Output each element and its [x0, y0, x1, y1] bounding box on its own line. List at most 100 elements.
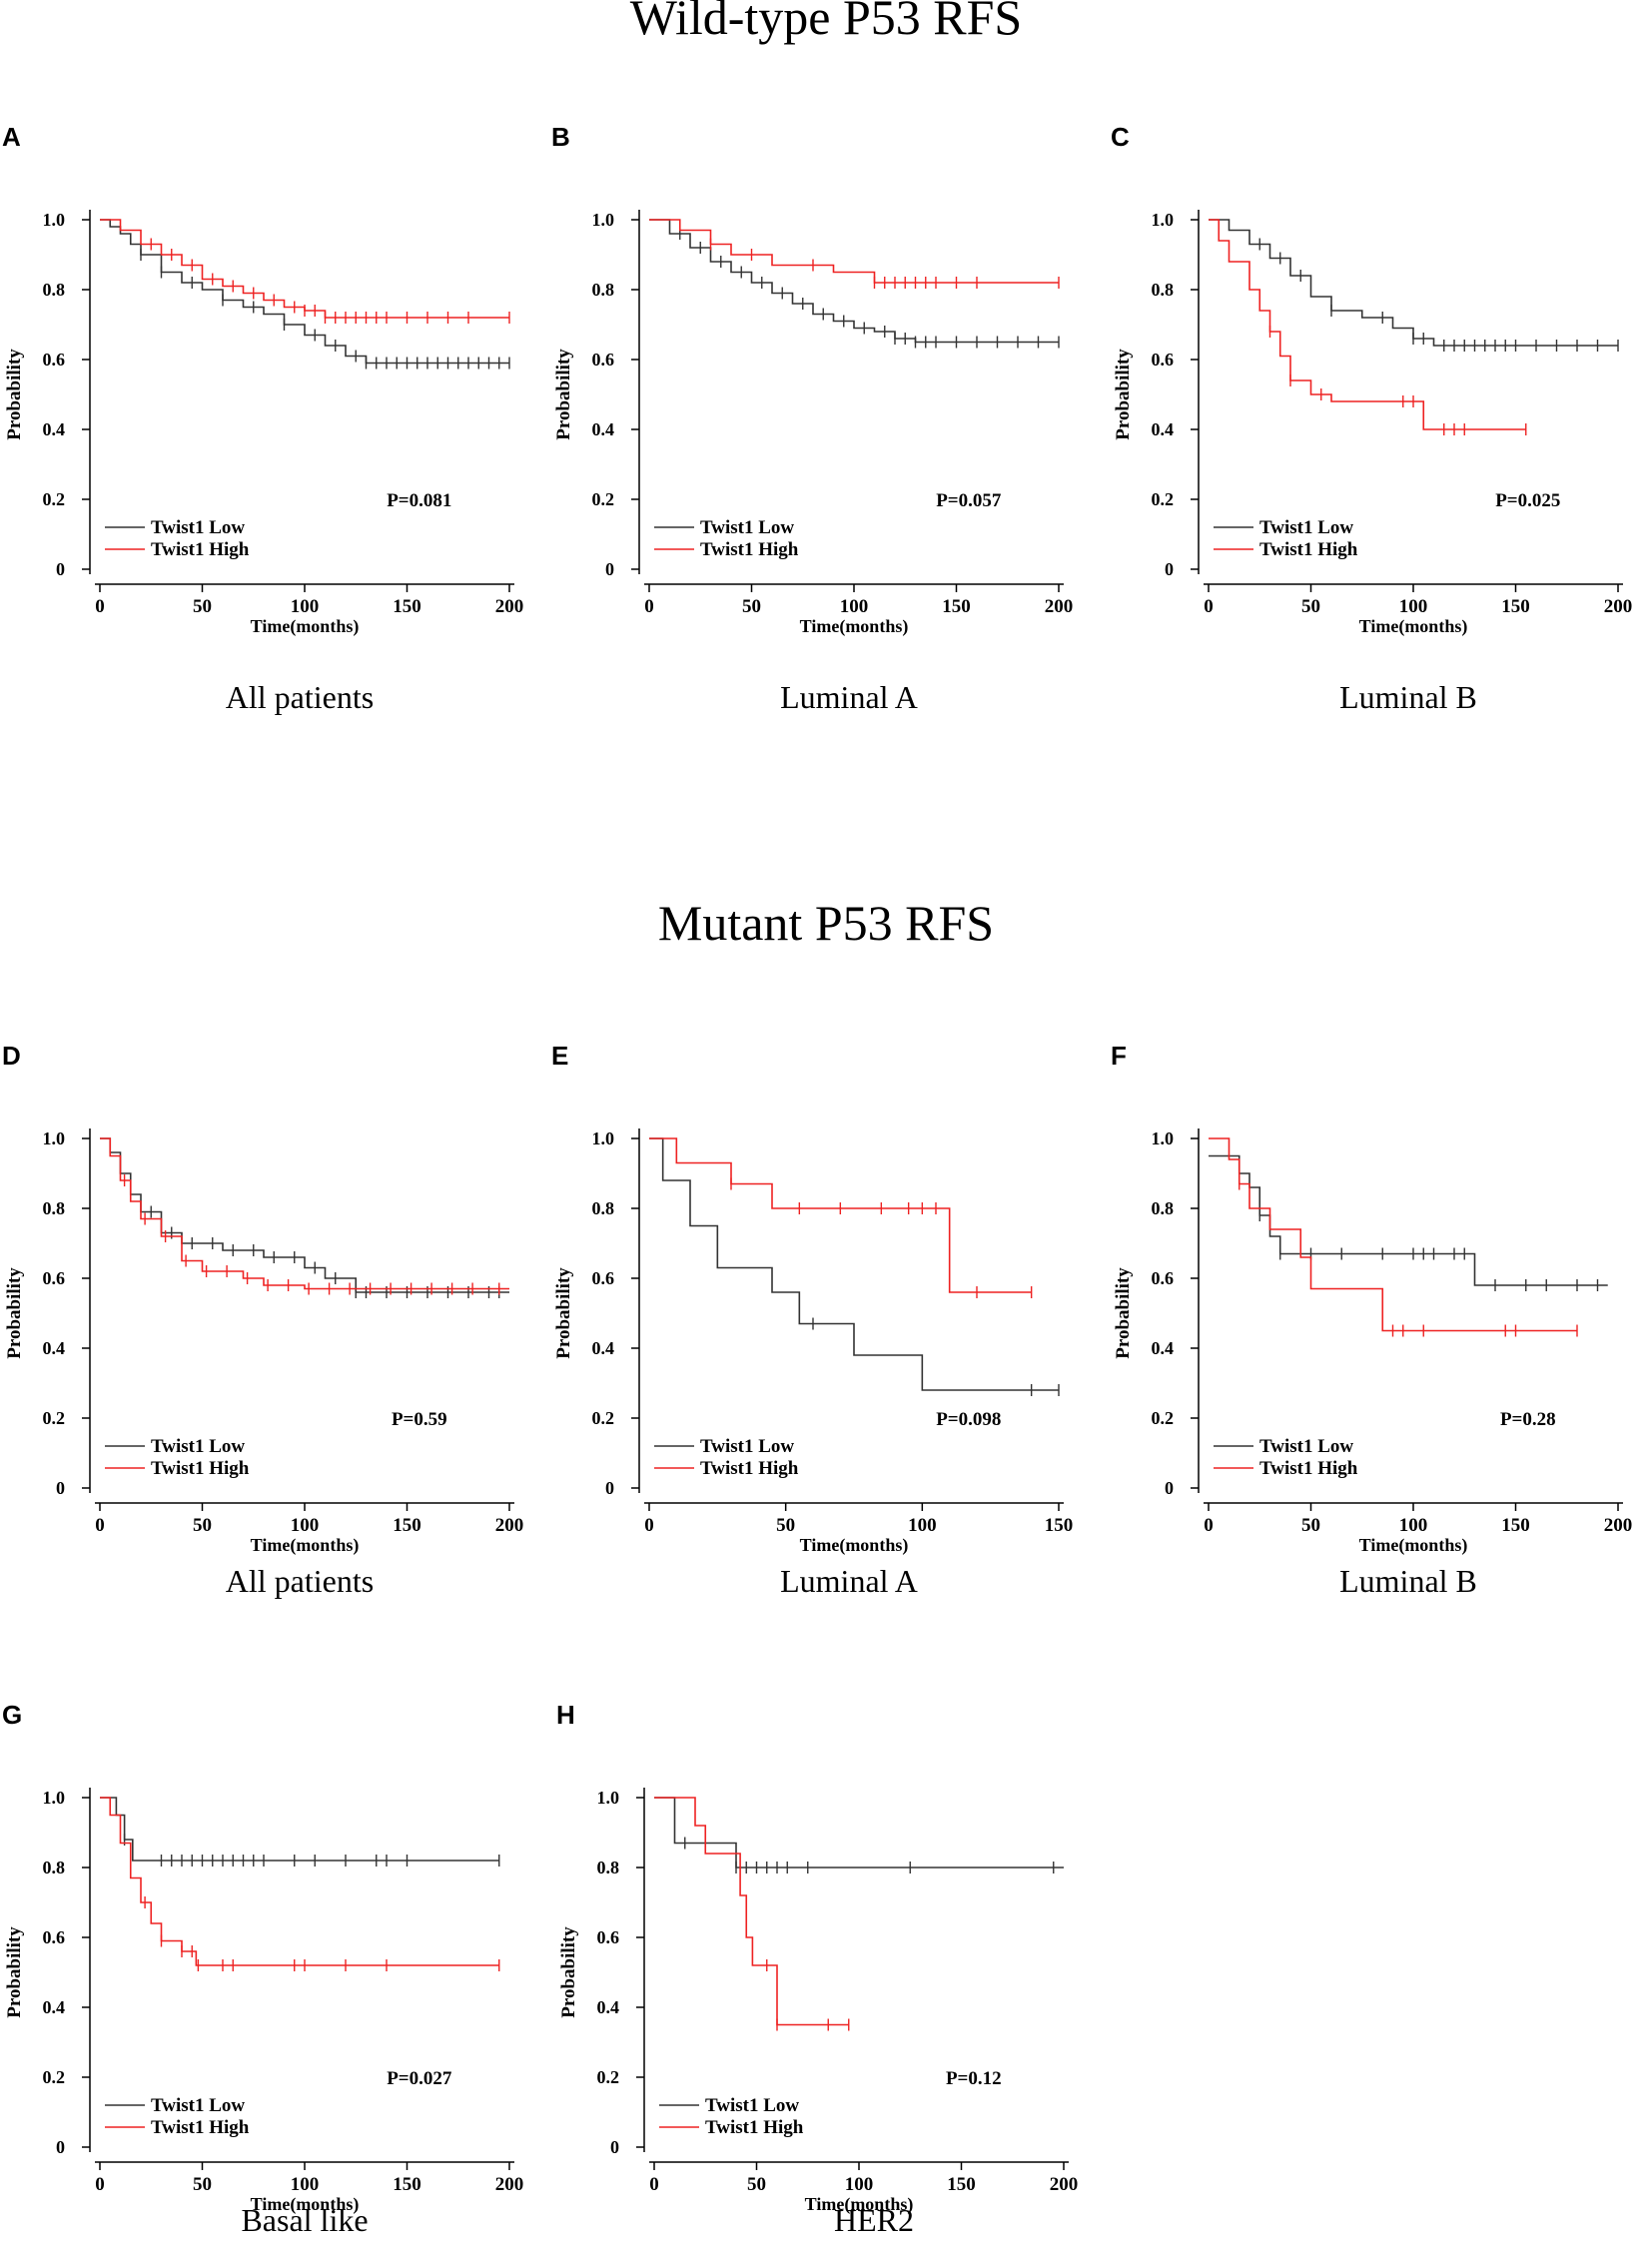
y-axis-label: Probability: [4, 349, 25, 440]
x-tick-label: 150: [393, 2174, 421, 2195]
x-axis-label: Time(months): [1359, 616, 1468, 637]
x-tick-label: 0: [95, 2174, 105, 2195]
y-tick-label: 0.2: [43, 489, 66, 509]
y-tick-label: 0: [56, 2137, 65, 2157]
x-tick-label: 50: [193, 1515, 212, 1536]
y-tick-label: 0.4: [592, 419, 615, 439]
legend-label: Twist1 High: [151, 1458, 250, 1479]
panel-caption: Basal like: [241, 2202, 369, 2238]
panel-caption: All patients: [225, 1563, 375, 1599]
x-tick-label: 150: [1501, 1515, 1530, 1536]
x-tick-label: 200: [495, 596, 524, 617]
low-series-line: [649, 1137, 1059, 1391]
p-value-label: P=0.12: [946, 2068, 1002, 2089]
x-tick-label: 0: [95, 1515, 105, 1536]
x-tick-label: 150: [947, 2174, 976, 2195]
km-panel-d: D 0 50 100 150 200 0 0.2 0.4 0.6 0.8 1.0 Time(months…: [0, 1029, 539, 1588]
panel-caption: HER2: [834, 2202, 914, 2238]
legend-label: Twist1 High: [705, 2117, 804, 2138]
km-chart-svg: 0 50 100 150 0 0.2 0.4 0.6 0.8 1.0 Time(months) Pro…: [553, 1128, 1073, 1556]
legend-label: Twist1 High: [151, 539, 250, 560]
y-axis-label: Probability: [1113, 1267, 1134, 1359]
panel-letter: C: [1111, 122, 1130, 152]
high-series-line: [100, 1137, 509, 1290]
x-tick-label: 0: [644, 1515, 654, 1536]
y-tick-label: 0.6: [1152, 350, 1175, 370]
high-series-line: [100, 1797, 499, 1966]
low-series-line: [100, 1137, 509, 1293]
y-axis-label: Probability: [1113, 349, 1134, 440]
y-tick-label: 0.8: [43, 1858, 66, 1877]
p-value-label: P=0.28: [1500, 1409, 1556, 1430]
y-tick-label: 0.6: [597, 1927, 620, 1947]
y-axis-label: Probability: [4, 1267, 25, 1359]
high-series-line: [649, 1137, 1032, 1293]
x-tick-label: 50: [742, 596, 761, 617]
x-tick-label: 0: [1204, 1515, 1214, 1536]
panel-letter: G: [2, 1700, 23, 1730]
legend-label: Twist1 Low: [151, 517, 245, 538]
x-tick-label: 50: [747, 2174, 766, 2195]
y-tick-label: 1.0: [43, 210, 66, 230]
y-tick-label: 1.0: [43, 1128, 66, 1148]
x-tick-label: 50: [1301, 1515, 1320, 1536]
p-value-label: P=0.025: [1495, 490, 1560, 511]
y-tick-label: 0: [56, 559, 65, 579]
y-tick-label: 1.0: [43, 1788, 66, 1808]
y-tick-label: 1.0: [592, 1128, 615, 1148]
km-chart-svg: 0 50 100 150 200 0 0.2 0.4 0.6 0.8 1.0 Time(months)…: [1113, 210, 1632, 637]
x-tick-label: 150: [1501, 596, 1530, 617]
p-value-label: P=0.027: [387, 2068, 452, 2089]
panel-letter: B: [551, 122, 570, 152]
x-tick-label: 50: [776, 1515, 795, 1536]
x-tick-label: 100: [291, 2174, 320, 2195]
legend-label: Twist1 High: [700, 1458, 799, 1479]
x-axis-label: Time(months): [805, 2194, 914, 2215]
y-tick-label: 0.4: [43, 419, 66, 439]
y-axis-label: Probability: [553, 349, 574, 440]
y-tick-label: 0.6: [592, 1268, 615, 1288]
km-chart-svg: 0 50 100 150 200 0 0.2 0.4 0.6 0.8 1.0 Time(months)…: [1113, 1128, 1633, 1556]
y-tick-label: 0.4: [1152, 1338, 1175, 1358]
x-tick-label: 150: [942, 596, 971, 617]
km-panel-e: E 0 50 100 150 0 0.2 0.4 0.6 0.8 1.0 Time(months) Pr…: [549, 1029, 1089, 1588]
km-panel-h: H 0 50 100 150 200 0 0.2 0.4 0.6 0.8 1.0 Time(months…: [554, 1688, 1134, 2227]
y-tick-label: 0.8: [43, 1198, 66, 1218]
x-tick-label: 50: [193, 2174, 212, 2195]
y-tick-label: 0: [605, 559, 614, 579]
y-tick-label: 0.2: [1152, 1408, 1175, 1428]
panel-caption: All patients: [225, 679, 375, 715]
panel-caption: Luminal A: [780, 1563, 918, 1599]
legend-label: Twist1 High: [700, 539, 799, 560]
panel-letter: E: [551, 1041, 569, 1071]
y-tick-label: 0.8: [597, 1858, 620, 1877]
x-axis-label: Time(months): [251, 616, 360, 637]
high-series-line: [649, 219, 1059, 284]
x-tick-label: 0: [644, 596, 654, 617]
x-tick-label: 200: [1604, 1515, 1633, 1536]
x-tick-label: 0: [95, 596, 105, 617]
low-series-line: [100, 219, 509, 365]
panel-caption: Luminal A: [780, 679, 918, 715]
legend-label: Twist1 High: [1259, 1458, 1358, 1479]
high-series-line: [1209, 1137, 1577, 1332]
low-series-line: [654, 1797, 1064, 1869]
x-tick-label: 50: [193, 596, 212, 617]
y-tick-label: 0.4: [1152, 419, 1175, 439]
y-axis-label: Probability: [4, 1926, 25, 2018]
y-tick-label: 0.2: [1152, 489, 1175, 509]
km-chart-svg: 0 50 100 150 200 0 0.2 0.4 0.6 0.8 1.0 Time(months)…: [4, 1128, 523, 1556]
low-series-line: [1209, 1154, 1608, 1286]
x-tick-label: 200: [495, 2174, 524, 2195]
x-tick-label: 100: [291, 596, 320, 617]
legend-label: Twist1 Low: [1259, 517, 1353, 538]
km-chart-svg: 0 50 100 150 200 0 0.2 0.4 0.6 0.8 1.0 Time(months)…: [553, 210, 1073, 637]
y-tick-label: 0.2: [43, 1408, 66, 1428]
y-tick-label: 0.4: [592, 1338, 615, 1358]
x-tick-label: 100: [1399, 1515, 1428, 1536]
panel-letter: H: [556, 1700, 575, 1730]
legend-label: Twist1 Low: [1259, 1436, 1353, 1457]
x-tick-label: 100: [1399, 596, 1428, 617]
km-panel-b: B 0 50 100 150 200 0 0.2 0.4 0.6 0.8 1.0 Time(months…: [549, 110, 1089, 669]
km-panel-g: G 0 50 100 150 200 0 0.2 0.4 0.6 0.8 1.0 Time(months…: [0, 1688, 549, 2227]
